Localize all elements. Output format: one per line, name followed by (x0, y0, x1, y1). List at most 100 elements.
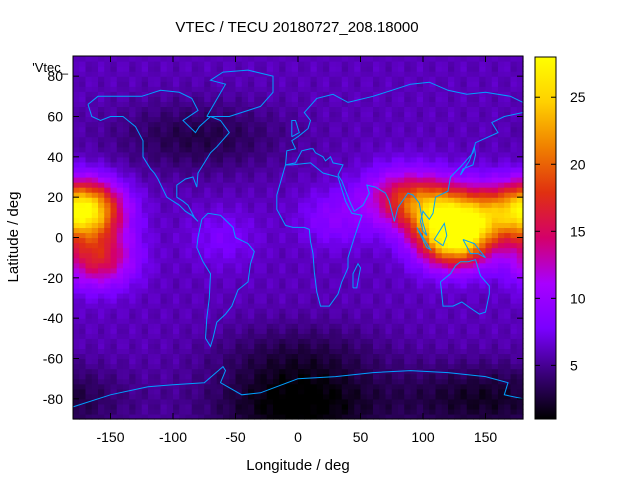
heatmap-cell (323, 313, 330, 319)
heatmap-cell (341, 393, 349, 400)
heatmap-cell (410, 202, 418, 208)
heatmap-cell (241, 298, 249, 304)
heatmap-cell (229, 267, 237, 274)
heatmap-cell (241, 338, 249, 344)
heatmap-cell (160, 413, 168, 420)
heatmap-cell (329, 136, 337, 143)
heatmap-cell (498, 161, 505, 168)
heatmap-cell (491, 81, 499, 87)
heatmap-cell (398, 171, 405, 178)
heatmap-cell (73, 348, 80, 355)
heatmap-cell (248, 197, 255, 203)
heatmap-cell (398, 232, 405, 239)
heatmap-cell (248, 116, 255, 123)
heatmap-cell (173, 91, 180, 97)
heatmap-cell (404, 187, 412, 193)
heatmap-cell (254, 298, 262, 304)
heatmap-cell (460, 353, 468, 360)
heatmap-cell (329, 277, 337, 284)
heatmap-cell (466, 121, 474, 128)
heatmap-cell (173, 242, 180, 249)
heatmap-cell (454, 101, 462, 108)
heatmap-cell (135, 146, 143, 153)
heatmap-cell (123, 292, 130, 299)
heatmap-cell (423, 398, 430, 405)
heatmap-cell (73, 217, 80, 223)
heatmap-cell (141, 212, 149, 218)
heatmap-cell (441, 131, 449, 138)
heatmap-cell (229, 318, 237, 324)
heatmap-cell (254, 318, 262, 324)
heatmap-cell (341, 338, 349, 344)
heatmap-cell (229, 61, 237, 67)
heatmap-cell (229, 353, 237, 360)
heatmap-cell (166, 146, 174, 153)
heatmap-cell (198, 141, 205, 148)
heatmap-cell (498, 106, 505, 113)
heatmap-cell (79, 363, 87, 370)
heatmap-cell (485, 262, 493, 269)
heatmap-cell (229, 257, 237, 264)
heatmap-cell (210, 187, 218, 193)
heatmap-cell (241, 287, 249, 294)
heatmap-cell (235, 408, 243, 415)
heatmap-cell (154, 282, 162, 289)
heatmap-cell (491, 76, 499, 82)
heatmap-cell (441, 373, 449, 380)
heatmap-cell (266, 333, 274, 339)
heatmap-cell (310, 338, 318, 344)
heatmap-cell (73, 86, 80, 92)
heatmap-cell (423, 348, 430, 355)
heatmap-cell (148, 121, 155, 128)
heatmap-cell (191, 222, 199, 229)
heatmap-cell (73, 303, 80, 309)
heatmap-cell (210, 368, 218, 375)
heatmap-cell (429, 166, 437, 173)
heatmap-cell (254, 262, 262, 269)
heatmap-cell (291, 182, 299, 188)
heatmap-cell (160, 282, 168, 289)
heatmap-cell (435, 358, 443, 365)
heatmap-cell (141, 171, 149, 178)
heatmap-cell (354, 166, 362, 173)
heatmap-cell (116, 383, 124, 390)
heatmap-cell (466, 207, 474, 213)
heatmap-cell (398, 242, 405, 249)
heatmap-cell (173, 161, 180, 168)
heatmap-cell (179, 136, 187, 143)
heatmap-cell (173, 408, 180, 415)
heatmap-cell (310, 363, 318, 370)
heatmap-cell (410, 247, 418, 254)
heatmap-cell (235, 212, 243, 218)
heatmap-cell (160, 192, 168, 198)
heatmap-cell (98, 388, 105, 395)
heatmap-cell (141, 101, 149, 108)
heatmap-cell (454, 202, 462, 208)
heatmap-cell (398, 378, 405, 385)
heatmap-cell (91, 408, 99, 415)
heatmap-cell (316, 298, 324, 304)
heatmap-cell (341, 91, 349, 97)
heatmap-cell (291, 192, 299, 198)
heatmap-cell (185, 227, 193, 234)
heatmap-cell (148, 202, 155, 208)
heatmap-cell (91, 292, 99, 299)
heatmap-cell (410, 222, 418, 229)
heatmap-cell (123, 257, 130, 264)
heatmap-cell (85, 247, 93, 254)
heatmap-cell (416, 237, 424, 244)
heatmap-cell (398, 91, 405, 97)
heatmap-cell (141, 343, 149, 350)
heatmap-cell (316, 323, 324, 329)
heatmap-cell (316, 277, 324, 284)
heatmap-cell (185, 298, 193, 304)
heatmap-cell (316, 192, 324, 198)
heatmap-cell (423, 287, 430, 294)
heatmap-cell (260, 192, 268, 198)
heatmap-cell (454, 408, 462, 415)
heatmap-cell (235, 323, 243, 329)
heatmap-cell (341, 267, 349, 274)
heatmap-cell (266, 252, 274, 259)
heatmap-cell (254, 323, 262, 329)
heatmap-cell (360, 343, 368, 350)
